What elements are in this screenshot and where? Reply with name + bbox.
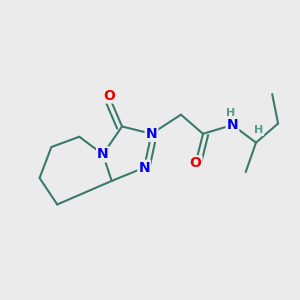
Text: O: O (190, 156, 202, 170)
Text: N: N (138, 161, 150, 175)
Text: N: N (146, 127, 157, 141)
Text: H: H (226, 108, 236, 118)
Text: O: O (103, 88, 115, 103)
Text: N: N (97, 147, 109, 161)
Text: N: N (226, 118, 238, 132)
Text: H: H (254, 125, 264, 135)
